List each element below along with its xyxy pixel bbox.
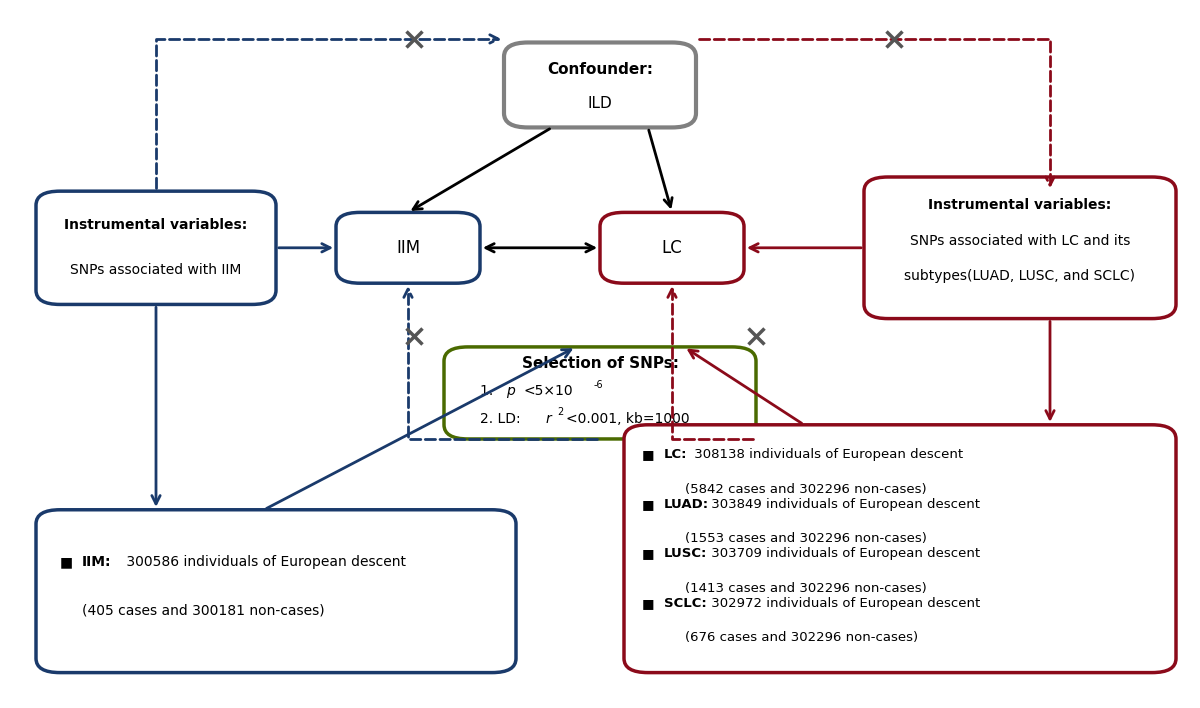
FancyBboxPatch shape: [36, 510, 516, 673]
Text: p: p: [506, 384, 515, 398]
FancyBboxPatch shape: [444, 347, 756, 439]
FancyBboxPatch shape: [36, 191, 276, 304]
Text: (1553 cases and 302296 non-cases): (1553 cases and 302296 non-cases): [685, 532, 928, 545]
Text: 303849 individuals of European descent: 303849 individuals of European descent: [707, 498, 980, 510]
Text: Confounder:: Confounder:: [547, 62, 653, 77]
Text: Instrumental variables:: Instrumental variables:: [929, 198, 1111, 212]
Text: (5842 cases and 302296 non-cases): (5842 cases and 302296 non-cases): [685, 483, 926, 496]
Text: ■: ■: [642, 597, 662, 610]
Text: ■: ■: [60, 555, 82, 569]
Text: Instrumental variables:: Instrumental variables:: [65, 218, 247, 232]
Text: (676 cases and 302296 non-cases): (676 cases and 302296 non-cases): [685, 632, 918, 644]
Text: LUSC:: LUSC:: [664, 547, 707, 560]
Text: -6: -6: [594, 379, 604, 389]
Text: IIM: IIM: [396, 239, 420, 257]
FancyBboxPatch shape: [336, 212, 480, 283]
Text: LUAD:: LUAD:: [664, 498, 709, 510]
Text: ILD: ILD: [588, 96, 612, 111]
Text: ■: ■: [642, 498, 662, 510]
Text: <5×10: <5×10: [523, 384, 572, 398]
Text: (405 cases and 300181 non-cases): (405 cases and 300181 non-cases): [82, 604, 324, 617]
FancyBboxPatch shape: [504, 42, 696, 127]
Text: (1413 cases and 302296 non-cases): (1413 cases and 302296 non-cases): [685, 582, 926, 595]
Text: SNPs associated with LC and its: SNPs associated with LC and its: [910, 234, 1130, 248]
Text: <0.001, kb=1000: <0.001, kb=1000: [566, 412, 690, 426]
Text: 303709 individuals of European descent: 303709 individuals of European descent: [707, 547, 980, 560]
Text: 302972 individuals of European descent: 302972 individuals of European descent: [707, 597, 980, 610]
Text: LC: LC: [661, 239, 683, 257]
Text: 300586 individuals of European descent: 300586 individuals of European descent: [122, 555, 407, 569]
Text: SNPs associated with IIM: SNPs associated with IIM: [71, 263, 241, 278]
FancyBboxPatch shape: [600, 212, 744, 283]
Text: 308138 individuals of European descent: 308138 individuals of European descent: [690, 448, 962, 461]
Text: 2: 2: [557, 407, 563, 417]
Text: LC:: LC:: [664, 448, 688, 461]
Text: 2. LD:: 2. LD:: [480, 412, 526, 426]
Text: Selection of SNPs:: Selection of SNPs:: [522, 356, 678, 371]
Text: SCLC:: SCLC:: [664, 597, 707, 610]
Text: ■: ■: [642, 448, 662, 461]
FancyBboxPatch shape: [624, 425, 1176, 673]
Text: IIM:: IIM:: [82, 555, 112, 569]
Text: 1.: 1.: [480, 384, 498, 398]
Text: r: r: [546, 412, 552, 426]
FancyBboxPatch shape: [864, 177, 1176, 319]
Text: subtypes(LUAD, LUSC, and SCLC): subtypes(LUAD, LUSC, and SCLC): [905, 269, 1135, 283]
Text: ■: ■: [642, 547, 662, 560]
